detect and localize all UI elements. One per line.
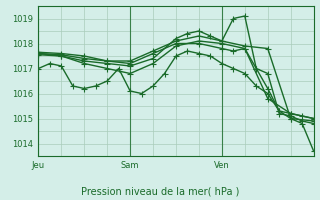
Text: Pression niveau de la mer( hPa ): Pression niveau de la mer( hPa ) (81, 186, 239, 196)
